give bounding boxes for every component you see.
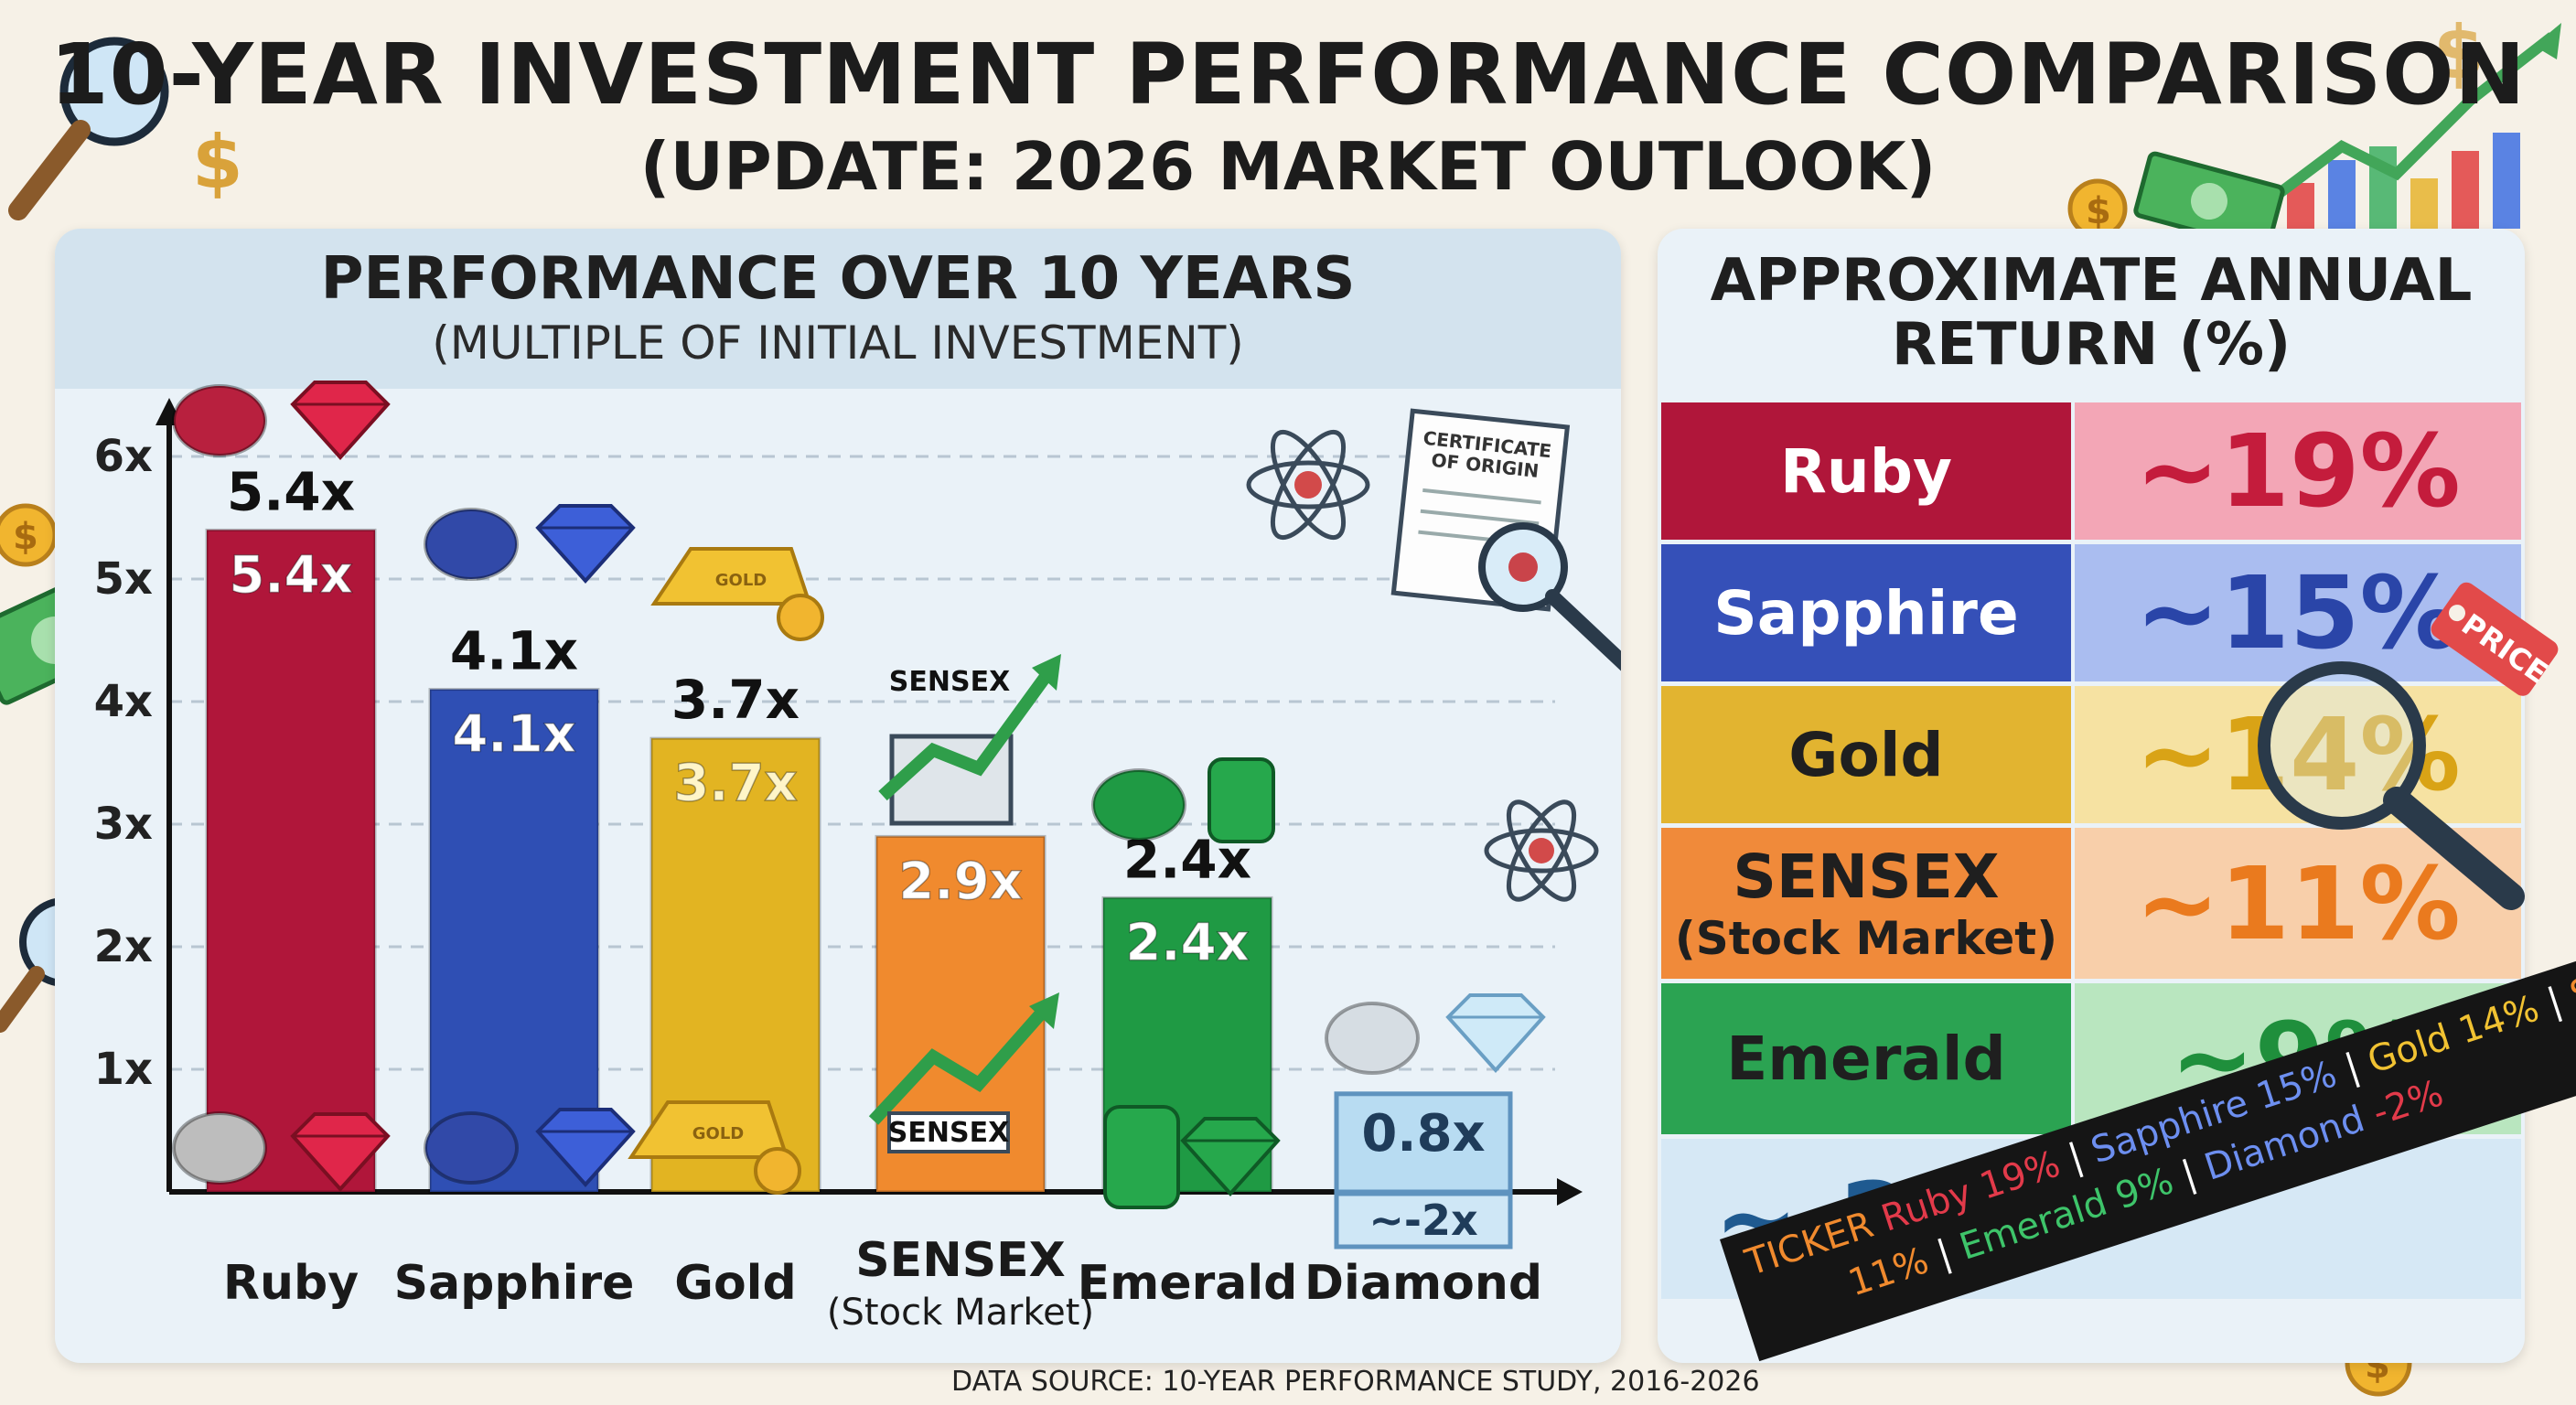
ruby-gem-icon <box>290 1112 391 1192</box>
bar-value-label: 5.4x <box>229 545 352 605</box>
x-axis-arrow <box>1557 1178 1583 1206</box>
bar-top-label: 3.7x <box>671 669 800 731</box>
rough-ruby-icon <box>172 384 267 457</box>
asset-name-cell: Ruby <box>1661 402 2071 540</box>
return-row: Ruby ~19% <box>1661 402 2521 540</box>
x-category-label: Ruby <box>223 1256 359 1311</box>
bar-value-label: 3.7x <box>673 754 797 813</box>
magnifier-icon <box>8 37 169 220</box>
emerald-gem-icon <box>1208 757 1275 843</box>
page-title: 10-YEAR INVESTMENT PERFORMANCE COMPARISO… <box>49 26 2527 123</box>
table-title-line1: APPROXIMATE ANNUAL <box>1710 247 2473 315</box>
chart-header: PERFORMANCE OVER 10 YEARS (MULTIPLE OF I… <box>55 229 1621 389</box>
sensex-building-icon: SENSEX <box>878 654 1061 826</box>
sapphire-gem-icon <box>535 1108 636 1187</box>
bar-diamond <box>1334 1091 1513 1195</box>
y-tick-label: 2x <box>94 921 153 972</box>
bar-value-label: 0.8x <box>1361 1104 1485 1164</box>
gold-bar-label: GOLD <box>692 1124 745 1143</box>
rough-sapphire-icon <box>424 1111 519 1185</box>
x-category-label: Diamond <box>1304 1256 1542 1311</box>
magnifier-icon <box>1478 522 1621 671</box>
data-source: DATA SOURCE: 10-YEAR PERFORMANCE STUDY, … <box>951 1366 1760 1398</box>
diamond-negative-box <box>1334 1191 1513 1249</box>
asset-name: Sapphire <box>1713 577 2019 649</box>
chart-panel: PERFORMANCE OVER 10 YEARS (MULTIPLE OF I… <box>55 229 1621 1363</box>
annual-return-value: ~19% <box>2075 402 2521 540</box>
asset-name-cell: SENSEX (Stock Market) <box>1661 828 2071 979</box>
svg-text:$: $ <box>2086 190 2111 232</box>
sensex-sign-label: SENSEX <box>889 666 1010 698</box>
annual-return-value: ~14% <box>2075 686 2521 823</box>
coin-icon: $ <box>0 503 58 567</box>
y-tick-label: 1x <box>94 1044 153 1095</box>
bar-value-label: 2.4x <box>1125 913 1249 972</box>
bar-top-label: 5.4x <box>227 460 355 522</box>
asset-name-cell: Sapphire <box>1661 544 2071 681</box>
svg-text:$: $ <box>13 516 38 558</box>
asset-name: SENSEX <box>1733 842 2000 912</box>
diamond-negative-label: ~-2x <box>1368 1196 1477 1245</box>
dollar-sign-icon: $ <box>192 120 243 205</box>
annual-return-value: ~11% <box>2075 828 2521 979</box>
rough-diamond-icon <box>1325 1002 1420 1075</box>
asset-subname: (Stock Market) <box>1674 912 2058 965</box>
coin-icon: $ <box>2067 178 2128 239</box>
y-tick-label: 3x <box>94 799 153 850</box>
bar-top-label: 4.1x <box>450 620 578 682</box>
table-title-line2: RETURN (%) <box>1891 311 2292 379</box>
sapphire-gem-icon <box>535 504 636 584</box>
asset-name: Gold <box>1788 719 1944 790</box>
return-row: SENSEX (Stock Market) ~11% <box>1661 828 2521 979</box>
bar-value-label: 4.1x <box>452 705 575 765</box>
chart-subtitle: (MULTIPLE OF INITIAL INVESTMENT) <box>432 316 1244 370</box>
bar-ruby <box>205 528 377 1194</box>
growth-chart-icon <box>2265 23 2561 229</box>
dollar-sign-icon: $ <box>2433 10 2485 95</box>
x-category-sublabel: (Stock Market) <box>827 1292 1094 1334</box>
bar-value-label: 2.9x <box>898 852 1022 911</box>
annual-return-value: ~15% <box>2075 544 2521 681</box>
y-tick-label: 5x <box>94 553 153 605</box>
chart-title: PERFORMANCE OVER 10 YEARS <box>320 245 1356 313</box>
asset-name: Emerald <box>1726 1024 2006 1094</box>
y-tick-label: 4x <box>94 676 153 727</box>
ticker-segment: -2% <box>2367 1072 2449 1135</box>
asset-name-cell: Emerald <box>1661 983 2071 1134</box>
return-row: Gold ~14% <box>1661 686 2521 823</box>
gold-bar-icon: GOLD <box>650 547 824 641</box>
x-category-label: SENSEX <box>855 1233 1066 1288</box>
y-tick-label: 6x <box>94 431 153 482</box>
emerald-gem-icon <box>1103 1105 1180 1209</box>
return-row: Sapphire ~15% <box>1661 544 2521 681</box>
rough-stone-icon <box>172 1111 267 1185</box>
gold-bar-icon: GOLD <box>628 1100 801 1195</box>
x-category-label: Gold <box>674 1256 796 1311</box>
diamond-gem-icon <box>1445 993 1546 1073</box>
sensex-sign-label: SENSEX <box>888 1117 1009 1149</box>
asset-name-cell: Gold <box>1661 686 2071 823</box>
sensex-chart-icon: SENSEX <box>868 992 1059 1153</box>
ruby-gem-icon <box>290 381 391 460</box>
asset-name: Ruby <box>1779 435 1953 507</box>
page-subtitle: (UPDATE: 2026 MARKET OUTLOOK) <box>639 128 1937 205</box>
atom-icon <box>1246 429 1370 541</box>
table-title: APPROXIMATE ANNUAL RETURN (%) <box>1658 249 2525 377</box>
rough-sapphire-icon <box>424 508 519 581</box>
gold-bar-label: GOLD <box>715 571 767 590</box>
atom-icon <box>1484 799 1599 902</box>
emerald-gem-icon <box>1180 1117 1281 1196</box>
bar-chart: 1x 2x 3x 4x 5x 6x 5.4x 5.4x Ruby 4.1x 4.1x Sapphir… <box>94 381 1621 1334</box>
x-category-label: Sapphire <box>394 1256 635 1311</box>
rough-emerald-icon <box>1091 768 1186 842</box>
x-category-label: Emerald <box>1078 1256 1298 1311</box>
cash-icon <box>2133 151 2285 252</box>
